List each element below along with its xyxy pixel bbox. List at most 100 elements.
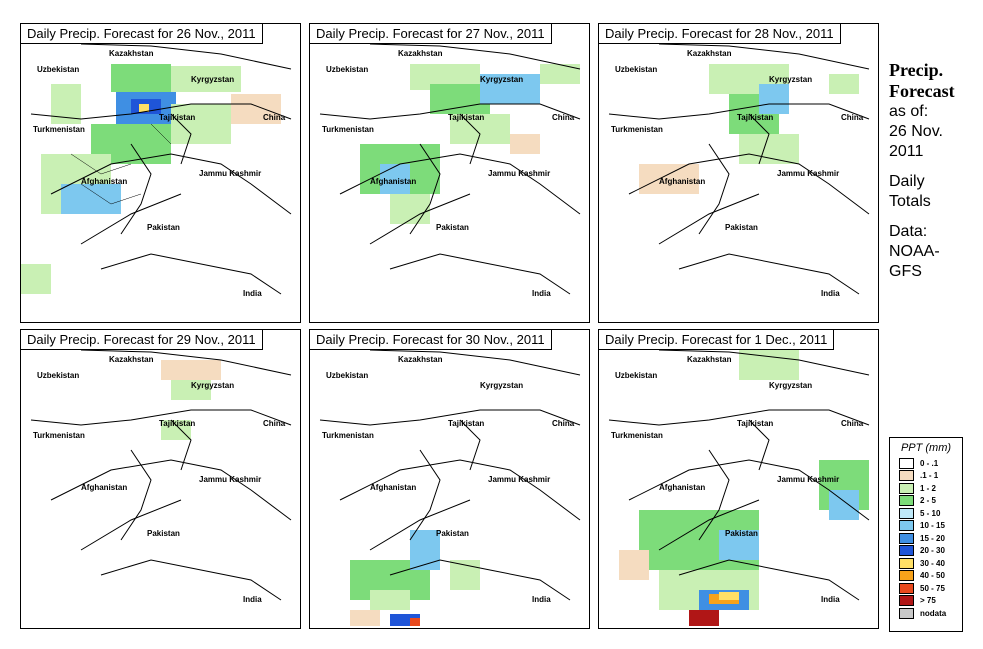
label-kazakhstan: Kazakhstan [109,355,154,364]
label-india: India [532,595,551,604]
forecast-panel-29-nov: Kazakhstan Uzbekistan Kyrgyzstan Turkmen… [20,329,301,629]
label-india: India [532,289,551,298]
legend-row: 50 - 75 [890,582,962,595]
label-china: China [552,419,575,428]
legend-label: 30 - 40 [920,558,945,568]
legend-swatch [899,482,914,494]
forecast-panel-26-nov: Kazakhstan Uzbekistan Kyrgyzstan Turkmen… [20,23,301,323]
label-india: India [821,595,840,604]
label-afghanistan: Afghanistan [370,483,416,492]
label-tajikistan: Tajikistan [159,113,195,122]
legend-swatch [899,507,914,519]
label-afghanistan: Afghanistan [659,483,705,492]
panel-title: Daily Precip. Forecast for 30 Nov., 2011 [310,330,552,350]
label-china: China [263,113,286,122]
label-tajikistan: Tajikistan [448,113,484,122]
label-india: India [243,595,262,604]
label-pakistan: Pakistan [147,529,180,538]
legend-row: 2 - 5 [890,495,962,508]
legend-swatch [899,520,914,532]
legend-row: > 75 [890,595,962,608]
forecast-panel-27-nov: Kazakhstan Uzbekistan Kyrgyzstan Turkmen… [309,23,590,323]
daily-label: Daily [889,173,925,190]
label-kyrgyzstan: Kyrgyzstan [769,75,812,84]
label-kazakhstan: Kazakhstan [398,49,443,58]
label-uzbekistan: Uzbekistan [615,371,657,380]
panel-title: Daily Precip. Forecast for 27 Nov., 2011 [310,24,552,44]
label-afghanistan: Afghanistan [81,177,127,186]
legend-label: 15 - 20 [920,533,945,543]
label-china: China [841,419,864,428]
label-uzbekistan: Uzbekistan [326,371,368,380]
legend-row: nodata [890,607,962,620]
forecast-panel-28-nov: Kazakhstan Uzbekistan Kyrgyzstan Turkmen… [598,23,879,323]
label-kazakhstan: Kazakhstan [398,355,443,364]
label-jammu-kashmir: Jammu Kashmir [777,169,839,178]
label-kyrgyzstan: Kyrgyzstan [480,381,523,390]
legend-label: 50 - 75 [920,583,945,593]
data-label: Data: [889,223,928,240]
panel-title: Daily Precip. Forecast for 26 Nov., 2011 [21,24,263,44]
label-india: India [243,289,262,298]
label-pakistan: Pakistan [147,223,180,232]
legend-row: 30 - 40 [890,557,962,570]
legend-label: nodata [920,608,947,618]
legend-row: .1 - 1 [890,470,962,483]
legend-swatch [899,582,914,594]
label-turkmenistan: Turkmenistan [33,125,85,134]
legend-items: 0 - .1 .1 - 1 1 - 2 2 - 5 5 - 10 10 - 15 15 - … [890,457,962,620]
precip-map: Kazakhstan Uzbekistan Kyrgyzstan Turkmen… [319,43,581,298]
label-tajikistan: Tajikistan [737,113,773,122]
heading-precip: Precip. [889,60,944,80]
precip-map: Kazakhstan Uzbekistan Kyrgyzstan Turkmen… [30,349,292,604]
label-jammu-kashmir: Jammu Kashmir [488,169,550,178]
heading-forecast: Forecast [889,81,955,101]
as-of-label: as of: [889,103,929,120]
forecast-panel-30-nov: Kazakhstan Uzbekistan Kyrgyzstan Turkmen… [309,329,590,629]
as-of-date: 26 Nov. [889,123,943,140]
label-kazakhstan: Kazakhstan [687,355,732,364]
label-china: China [841,113,864,122]
as-of-year: 2011 [889,143,924,160]
precip-map: Kazakhstan Uzbekistan Kyrgyzstan Turkmen… [319,349,581,626]
label-uzbekistan: Uzbekistan [37,371,79,380]
label-turkmenistan: Turkmenistan [611,431,663,440]
precip-map: Kazakhstan Uzbekistan Kyrgyzstan Turkmen… [21,43,292,298]
legend-swatch [899,595,914,607]
precip-map: Kazakhstan Uzbekistan Kyrgyzstan Turkmen… [608,349,870,626]
legend-label: 5 - 10 [920,508,941,518]
label-jammu-kashmir: Jammu Kashmir [488,475,550,484]
precip-map: Kazakhstan Uzbekistan Kyrgyzstan Turkmen… [608,43,870,298]
legend-title: PPT (mm) [900,442,952,454]
label-pakistan: Pakistan [725,223,758,232]
legend-row: 15 - 20 [890,532,962,545]
legend-row: 1 - 2 [890,482,962,495]
legend-label: 0 - .1 [920,458,939,468]
label-kazakhstan: Kazakhstan [109,49,154,58]
legend-row: 0 - .1 [890,457,962,470]
label-afghanistan: Afghanistan [81,483,127,492]
legend-swatch [899,470,914,482]
label-tajikistan: Tajikistan [737,419,773,428]
label-jammu-kashmir: Jammu Kashmir [199,169,261,178]
precip-legend: PPT (mm) 0 - .1 .1 - 1 1 - 2 2 - 5 5 - 10 10 … [889,437,963,632]
legend-label: 20 - 30 [920,546,945,556]
label-turkmenistan: Turkmenistan [322,431,374,440]
label-tajikistan: Tajikistan [159,419,195,428]
label-pakistan: Pakistan [725,529,758,538]
label-kyrgyzstan: Kyrgyzstan [191,381,234,390]
legend-label: 10 - 15 [920,521,945,531]
legend-swatch [899,607,914,619]
label-china: China [552,113,575,122]
forecast-panel-1-dec: Kazakhstan Uzbekistan Kyrgyzstan Turkmen… [598,329,879,629]
legend-swatch [899,570,914,582]
legend-swatch [899,495,914,507]
totals-label: Totals [889,193,931,210]
data-source-1: NOAA- [889,243,940,260]
panel-title: Daily Precip. Forecast for 29 Nov., 2011 [21,330,263,350]
legend-label: 2 - 5 [920,496,937,506]
label-afghanistan: Afghanistan [370,177,416,186]
legend-swatch [899,532,914,544]
label-india: India [821,289,840,298]
label-pakistan: Pakistan [436,529,469,538]
